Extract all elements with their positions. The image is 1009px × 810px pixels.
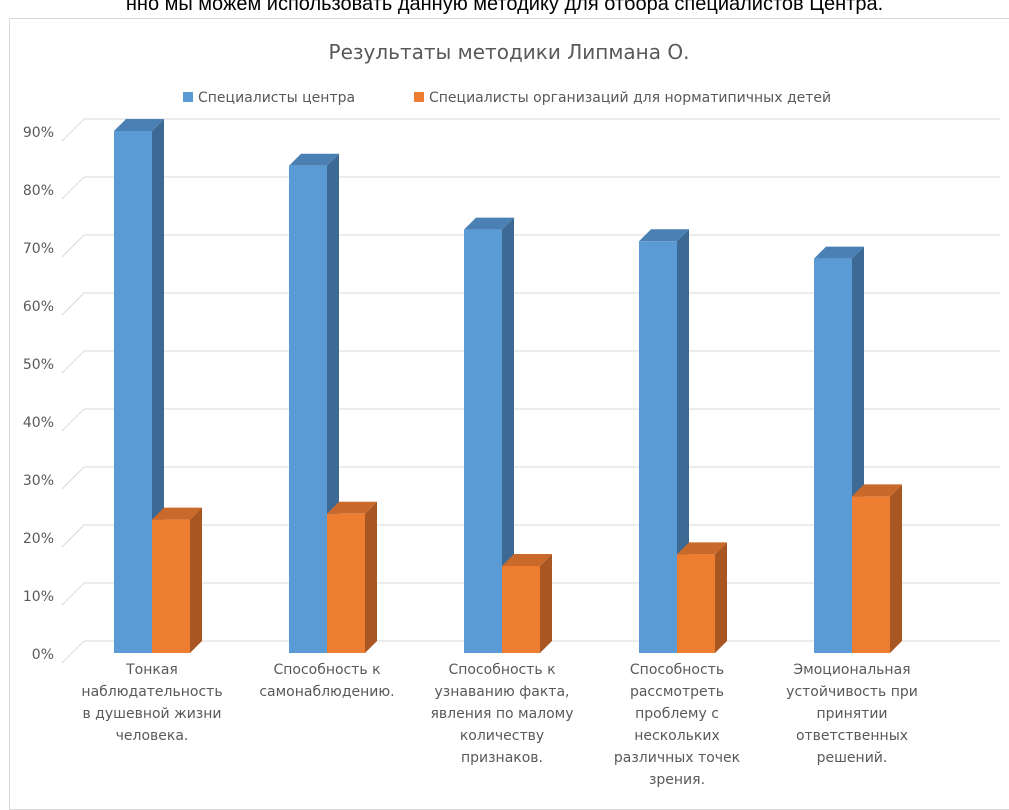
bar-front bbox=[814, 258, 852, 653]
bar-chart: Результаты методики Липмана О. Специалис… bbox=[23, 40, 1000, 788]
chart-title: Результаты методики Липмана О. bbox=[329, 40, 690, 64]
bar-front bbox=[677, 554, 715, 653]
bar-1-1 bbox=[327, 501, 377, 653]
y-tick-label: 50% bbox=[23, 357, 54, 373]
bars-group bbox=[114, 119, 902, 654]
gridline-floor-7 bbox=[61, 234, 85, 258]
bar-top bbox=[152, 507, 202, 520]
category-label-2: Способность к узнаванию факта, явления по … bbox=[430, 662, 573, 766]
bar-front bbox=[639, 241, 677, 653]
legend-label-1: Специалисты организаций для норматипичны… bbox=[429, 90, 831, 106]
bar-top bbox=[114, 119, 164, 131]
bar-side bbox=[890, 484, 902, 653]
category-labels: Тонкая наблюдательность в душевной жизни че… bbox=[81, 662, 917, 788]
bar-1-4 bbox=[852, 484, 902, 653]
bar-front bbox=[289, 165, 327, 654]
gridline-floor-2 bbox=[61, 524, 85, 548]
category-label-4: Эмоциональная устойчивость при принятии отв… bbox=[786, 662, 918, 766]
legend-label-0: Специалисты центра bbox=[198, 90, 355, 106]
bar-side bbox=[502, 217, 514, 653]
bar-top bbox=[677, 542, 727, 555]
bar-top bbox=[639, 229, 689, 242]
bar-top bbox=[464, 217, 514, 230]
bar-side bbox=[540, 554, 552, 653]
gridline-floor-8 bbox=[61, 176, 85, 200]
category-label-3: Способность рассмотреть проблему с нескольк… bbox=[614, 662, 740, 788]
bar-side bbox=[365, 501, 377, 653]
bar-front bbox=[464, 229, 502, 653]
bar-0-2 bbox=[464, 217, 514, 653]
gridline-floor-3 bbox=[61, 466, 85, 490]
bar-1-2 bbox=[502, 554, 552, 653]
y-tick-label: 70% bbox=[23, 241, 54, 257]
y-tick-label: 90% bbox=[23, 125, 54, 141]
bar-front bbox=[327, 513, 365, 653]
gridline-floor-1 bbox=[61, 582, 85, 606]
chart-frame: Результаты методики Липмана О. Специалис… bbox=[9, 18, 1009, 810]
category-label-0: Тонкая наблюдательность в душевной жизни че… bbox=[81, 662, 222, 744]
y-tick-label: 80% bbox=[23, 183, 54, 199]
chart-legend: Специалисты центра Специалисты организаци… bbox=[183, 90, 831, 106]
bar-top bbox=[327, 501, 377, 514]
bar-side bbox=[190, 507, 202, 653]
bar-top bbox=[289, 153, 339, 166]
y-axis-ticks: 0% 10% 20% 30% 40% 50% 60% 70% 80% 90% bbox=[23, 125, 54, 663]
gridline-floor-6 bbox=[61, 292, 85, 316]
legend-swatch-0 bbox=[183, 92, 193, 102]
y-tick-label: 40% bbox=[23, 415, 54, 431]
category-label-1: Способность к самонаблюдению. bbox=[259, 662, 394, 700]
legend-swatch-1 bbox=[414, 92, 424, 102]
y-tick-label: 30% bbox=[23, 473, 54, 489]
gridline-floor-4 bbox=[61, 408, 85, 432]
page-top-text: нно мы можем использовать данную методик… bbox=[125, 0, 884, 15]
bar-1-3 bbox=[677, 542, 727, 653]
bar-0-3 bbox=[639, 229, 689, 653]
gridline-floor-5 bbox=[61, 350, 85, 374]
bar-1-0 bbox=[152, 507, 202, 653]
bar-front bbox=[152, 519, 190, 653]
y-tick-label: 10% bbox=[23, 589, 54, 605]
y-tick-label: 0% bbox=[32, 647, 54, 663]
y-tick-label: 60% bbox=[23, 299, 54, 315]
bar-front bbox=[114, 131, 152, 653]
y-tick-label: 20% bbox=[23, 531, 54, 547]
gridline-floor-0 bbox=[61, 640, 85, 664]
bar-top bbox=[814, 246, 864, 259]
bar-front bbox=[852, 496, 890, 653]
bar-side bbox=[715, 542, 727, 653]
bar-front bbox=[502, 566, 540, 653]
gridline-floor-9 bbox=[61, 118, 85, 142]
bar-top bbox=[852, 484, 902, 497]
bar-top bbox=[502, 554, 552, 566]
